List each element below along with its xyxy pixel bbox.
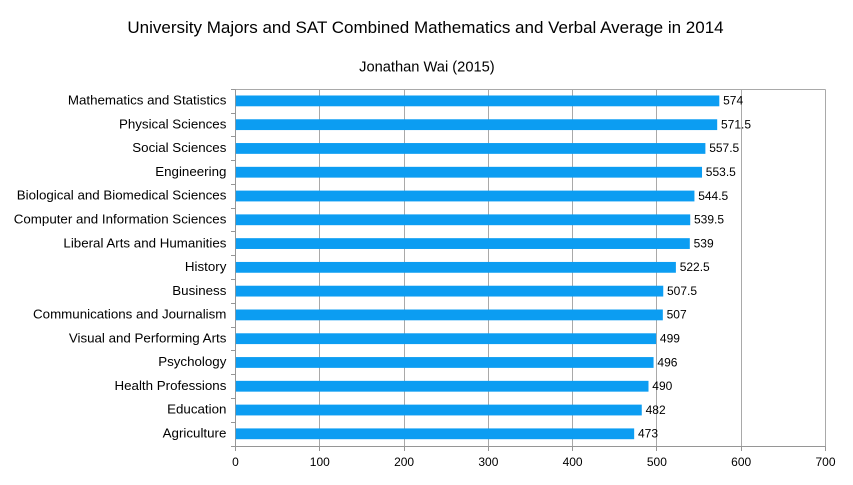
svg-text:Computer and Information Scien: Computer and Information Sciences [14, 212, 227, 227]
svg-text:Social Sciences: Social Sciences [132, 140, 226, 155]
svg-text:Engineering: Engineering [155, 164, 226, 179]
svg-text:300: 300 [478, 455, 498, 469]
svg-text:600: 600 [731, 455, 751, 469]
svg-text:574: 574 [723, 94, 743, 108]
svg-text:539: 539 [694, 236, 714, 250]
svg-text:100: 100 [310, 455, 330, 469]
svg-text:539.5: 539.5 [694, 213, 724, 227]
svg-text:0: 0 [232, 455, 239, 469]
svg-text:499: 499 [660, 332, 680, 346]
svg-text:Agriculture: Agriculture [163, 426, 227, 441]
svg-text:Health Professions: Health Professions [115, 378, 227, 393]
svg-text:522.5: 522.5 [680, 260, 710, 274]
svg-text:Education: Education [167, 402, 226, 417]
svg-text:507.5: 507.5 [667, 284, 697, 298]
svg-text:557.5: 557.5 [709, 141, 739, 155]
svg-text:553.5: 553.5 [706, 165, 736, 179]
svg-text:544.5: 544.5 [698, 189, 728, 203]
svg-text:700: 700 [815, 455, 835, 469]
svg-text:Mathematics and Statistics: Mathematics and Statistics [68, 93, 227, 108]
svg-text:Physical Sciences: Physical Sciences [119, 116, 227, 131]
svg-text:Liberal Arts and Humanities: Liberal Arts and Humanities [63, 235, 226, 250]
svg-text:500: 500 [647, 455, 667, 469]
svg-text:400: 400 [563, 455, 583, 469]
svg-text:Jonathan Wai (2015): Jonathan Wai (2015) [359, 60, 495, 76]
svg-text:490: 490 [652, 379, 672, 393]
svg-text:Visual and Performing Arts: Visual and Performing Arts [69, 330, 227, 345]
svg-text:Business: Business [172, 283, 226, 298]
svg-text:Communications and Journalism: Communications and Journalism [33, 307, 226, 322]
svg-text:200: 200 [394, 455, 414, 469]
svg-text:University Majors and SAT Comb: University Majors and SAT Combined Mathe… [127, 18, 723, 37]
svg-text:496: 496 [657, 355, 677, 369]
svg-text:507: 507 [667, 308, 687, 322]
svg-text:Psychology: Psychology [158, 354, 226, 369]
svg-text:571.5: 571.5 [721, 118, 751, 132]
svg-text:Biological and Biomedical Scie: Biological and Biomedical Sciences [17, 188, 227, 203]
svg-text:473: 473 [638, 427, 658, 441]
svg-text:482: 482 [646, 403, 666, 417]
svg-text:History: History [185, 259, 227, 274]
